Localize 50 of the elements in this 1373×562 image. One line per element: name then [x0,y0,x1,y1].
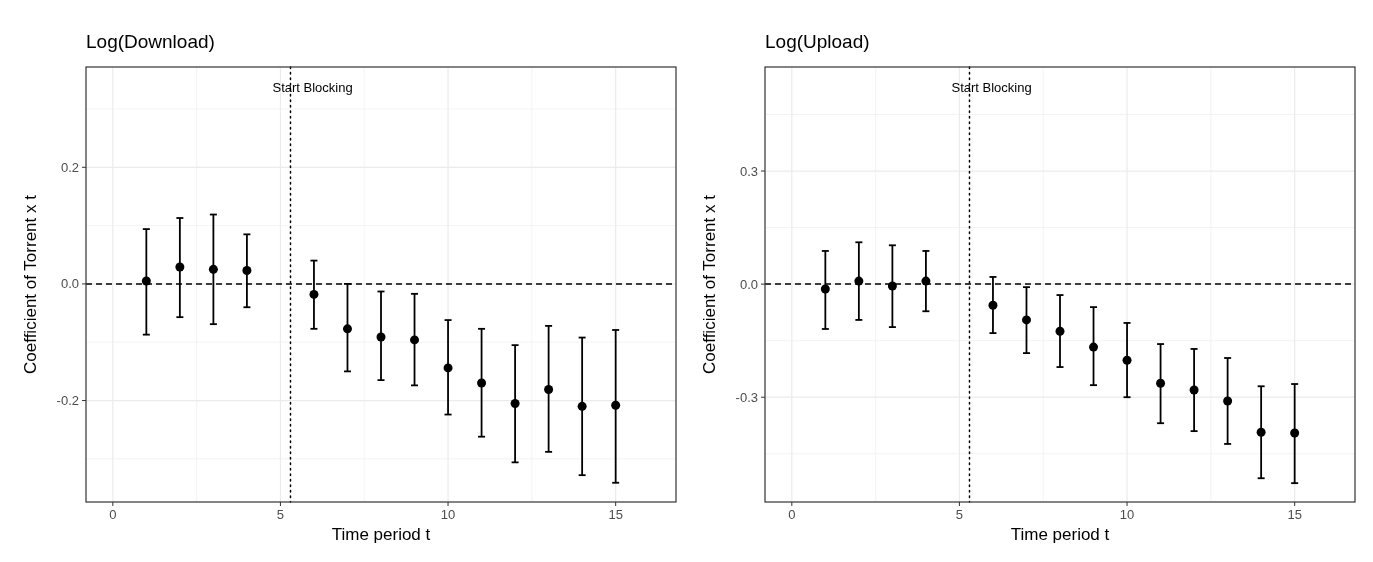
ref-line-label: Start Blocking [951,80,1032,95]
y-axis-title: Coefficient of Torrent x t [21,194,40,374]
point [1189,385,1199,395]
point [1122,355,1132,365]
x-tick-label: 10 [440,507,456,522]
point [1223,396,1233,406]
point [1089,342,1099,352]
point [1290,428,1300,438]
y-tick-label: 0.0 [60,276,79,292]
x-tick-label: 10 [1119,507,1135,522]
point [1021,315,1031,325]
point [577,401,587,411]
x-tick-label: 5 [276,507,285,522]
point [141,276,151,286]
point [175,262,185,272]
y-tick-label: -0.3 [735,389,758,405]
point [1156,378,1166,388]
y-tick-label: -0.2 [56,393,79,409]
point [510,398,520,408]
ref-line-label: Start Blocking [272,80,353,95]
x-tick-label: 0 [109,507,117,522]
point [1055,326,1065,336]
point [242,266,252,276]
chart-title: Log(Upload) [765,31,870,52]
point [309,289,319,299]
y-tick-label: 0.2 [60,159,79,175]
x-tick-label: 0 [788,507,796,522]
x-tick-label: 15 [1287,507,1302,522]
x-tick-label: 5 [955,507,964,522]
point [376,332,386,342]
x-axis-title: Time period t [1010,525,1110,544]
point [988,300,998,310]
point [544,384,554,394]
point [1256,427,1266,437]
point [921,276,931,286]
point [854,276,864,286]
point [342,324,352,334]
point [611,400,621,410]
point [443,363,453,373]
point [477,378,487,388]
point [208,264,218,274]
x-axis-title: Time period t [331,525,431,544]
y-tick-label: 0.3 [739,163,758,179]
point [887,281,897,291]
point [410,335,420,345]
y-axis-title: Coefficient of Torrent x t [700,194,719,374]
y-tick-label: 0.0 [739,276,758,292]
x-tick-label: 15 [608,507,623,522]
chart-title: Log(Download) [86,31,215,52]
point [820,284,830,294]
